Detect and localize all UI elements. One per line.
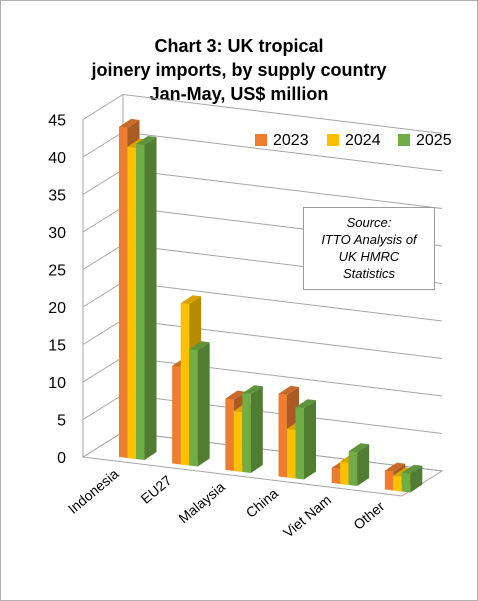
x-tick-label: Malaysia: [175, 478, 228, 526]
bar-side-indonesia-2025: [144, 137, 157, 461]
bar-china-2024: [287, 428, 296, 479]
bar-top-indonesia-2025: [136, 135, 157, 146]
gridline-back: [122, 319, 443, 359]
x-tick-label: Viet Nam: [280, 492, 334, 541]
chart-title-line-3: Jan-May, US$ million: [149, 84, 329, 104]
gridline-back: [122, 356, 443, 397]
y-tick-label: 5: [57, 413, 66, 430]
gridline-side: [82, 131, 124, 158]
bar-top-viet-nam-2025: [348, 443, 370, 453]
bar-side-eu27-2025: [197, 342, 210, 467]
chart-title-line-1: Chart 3: UK tropical: [154, 36, 324, 56]
x-tick-label: Other: [350, 498, 387, 533]
bar-top-other-2023: [384, 462, 406, 472]
source-note: Source: ITTO Analysis of UK HMRC Statist…: [303, 207, 435, 290]
bar-top-other-2025: [401, 464, 423, 474]
bar-top-eu27-2024: [180, 295, 202, 305]
bar-eu27-2023: [172, 365, 181, 465]
y-tick-label: 45: [48, 113, 66, 130]
legend-label-2023: 2023: [273, 132, 309, 149]
legend-swatch-2023: [255, 134, 267, 146]
bar-indonesia-2024: [127, 146, 136, 459]
bar-top-china-2025: [295, 399, 316, 409]
bar-eu27-2024: [180, 303, 190, 466]
bar-malaysia-2025: [242, 393, 251, 474]
gridline-side: [82, 94, 124, 120]
bar-viet-nam-2025: [348, 451, 358, 487]
bar-other-2025: [401, 472, 411, 493]
chart-title: Chart 3: UK tropical joinery imports, by…: [0, 34, 478, 106]
gridline-back: [122, 169, 443, 209]
legend-swatch-2025: [398, 134, 410, 146]
bar-indonesia-2023: [119, 126, 128, 458]
bar-side-malaysia-2025: [250, 386, 263, 474]
bar-side-other-2025: [410, 465, 423, 493]
y-tick-label: 30: [48, 225, 66, 242]
bar-top-indonesia-2023: [119, 118, 140, 128]
source-line-2: ITTO Analysis of: [321, 232, 417, 247]
source-line-3: UK HMRC: [338, 249, 400, 264]
x-tick-label: Indonesia: [65, 465, 122, 516]
x-tick-label: China: [243, 485, 281, 521]
gridline-side: [82, 319, 124, 345]
gridline-side: [82, 394, 124, 420]
bar-other-2023: [384, 470, 394, 491]
legend-item-2023: 2023: [255, 132, 309, 150]
bar-top-malaysia-2023: [225, 390, 246, 400]
legend-label-2024: 2024: [345, 132, 381, 149]
gridline-side: [82, 356, 124, 383]
chart-floor: [81, 431, 444, 497]
bar-viet-nam-2023: [331, 467, 341, 484]
legend-label-2025: 2025: [416, 132, 452, 149]
y-tick-label: 25: [48, 263, 66, 280]
bar-malaysia-2023: [225, 398, 234, 471]
gridline-side: [82, 206, 124, 233]
y-tick-label: 35: [48, 188, 66, 205]
y-tick-label: 20: [48, 300, 66, 317]
source-line-4: Statistics: [342, 266, 395, 281]
gridline-back: [122, 94, 443, 134]
bar-malaysia-2024: [233, 410, 243, 472]
bar-china-2025: [295, 407, 304, 480]
gridline-back: [122, 281, 443, 322]
x-tick-label: EU27: [138, 472, 175, 507]
gridline-back: [122, 131, 443, 172]
y-tick-label: 10: [48, 375, 66, 392]
bar-eu27-2025: [189, 349, 198, 467]
source-line-1: Source:: [346, 215, 392, 230]
bar-top-malaysia-2025: [242, 385, 263, 395]
legend-swatch-2024: [327, 134, 339, 146]
bar-side-china-2025: [304, 400, 316, 480]
gridline-side: [82, 244, 124, 270]
gridline-side: [82, 169, 124, 195]
bar-top-eu27-2025: [189, 341, 210, 351]
bar-china-2023: [278, 393, 287, 478]
y-tick-label: 40: [48, 150, 66, 167]
y-tick-label: 0: [57, 450, 66, 467]
y-tick-label: 15: [48, 338, 66, 355]
bar-viet-nam-2024: [340, 461, 349, 485]
legend-item-2025: 2025: [398, 132, 452, 150]
bar-indonesia-2025: [136, 143, 145, 461]
bar-top-china-2023: [278, 385, 299, 395]
bar-side-viet-nam-2025: [357, 444, 370, 487]
legend-item-2024: 2024: [327, 132, 381, 150]
bar-other-2024: [393, 475, 402, 492]
gridline-side: [82, 281, 124, 308]
chart-title-line-2: joinery imports, by supply country: [91, 60, 387, 80]
